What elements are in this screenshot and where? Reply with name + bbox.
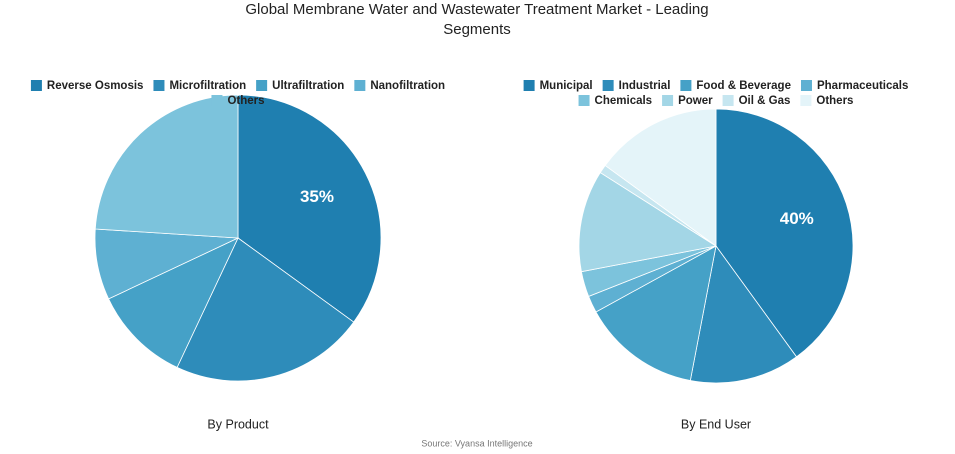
legend-label: Power: [678, 95, 713, 107]
legend-swatch: [578, 95, 590, 106]
legend-label: Reverse Osmosis: [47, 80, 144, 92]
legend-label: Others: [816, 95, 853, 107]
pie-slice: [108, 237, 239, 368]
legend-swatch: [256, 80, 268, 91]
legend-swatch: [30, 80, 42, 91]
legend-item: Microfiltration: [153, 80, 246, 92]
pie-slice: [689, 245, 798, 384]
legend-item: Others: [800, 95, 853, 107]
legend-item: Reverse Osmosis: [30, 80, 144, 92]
pie-slice: [237, 94, 382, 323]
legend-label: Municipal: [540, 80, 593, 92]
legend-swatch: [153, 80, 165, 91]
legend-label: Food & Beverage: [696, 80, 791, 92]
pie-slice: [715, 108, 854, 358]
legend-label: Ultrafiltration: [272, 80, 344, 92]
chart-title: Segments: [443, 21, 511, 38]
legend-item: Food & Beverage: [680, 80, 791, 92]
legend-swatch: [523, 80, 535, 91]
legend-item: Municipal: [523, 80, 593, 92]
legend-label: Others: [227, 95, 264, 107]
legend-label: Microfiltration: [169, 80, 246, 92]
legend-item: Chemicals: [578, 95, 653, 107]
pie-slice: [604, 108, 717, 247]
legend-item: Nanofiltration: [354, 80, 445, 92]
legend-swatch: [211, 95, 223, 106]
chart-subtitle: By Product: [207, 417, 269, 431]
legend-swatch: [662, 95, 674, 106]
legend-item: Oil & Gas: [722, 95, 791, 107]
legend-label: Nanofiltration: [370, 80, 445, 92]
legend-label: Oil & Gas: [739, 95, 791, 107]
source: Source: Vyansa Intelligence: [421, 438, 532, 448]
legend-swatch: [800, 95, 812, 106]
legend-label: Industrial: [619, 80, 671, 92]
pie-slice: [578, 172, 718, 273]
legend-item: Power: [662, 95, 713, 107]
pie-slice: [595, 245, 717, 382]
legend-swatch: [354, 80, 366, 91]
legend-swatch: [800, 80, 812, 91]
legend-item: Others: [211, 95, 265, 107]
legend-swatch: [602, 80, 614, 91]
data-label: 40%: [780, 209, 814, 228]
data-label: 35%: [300, 187, 334, 206]
legend-label: Chemicals: [595, 95, 653, 107]
chart-title: Global Membrane Water and Wastewater Tre…: [245, 1, 708, 18]
legend-item: Ultrafiltration: [256, 80, 344, 92]
legend-swatch: [722, 95, 734, 106]
chart-subtitle: By End User: [681, 417, 751, 431]
legend-swatch: [680, 80, 692, 91]
legend-item: Industrial: [602, 80, 671, 92]
legend-label: Pharmaceuticals: [817, 80, 908, 92]
legend-item: Pharmaceuticals: [800, 80, 908, 92]
pie-slice: [94, 94, 239, 239]
